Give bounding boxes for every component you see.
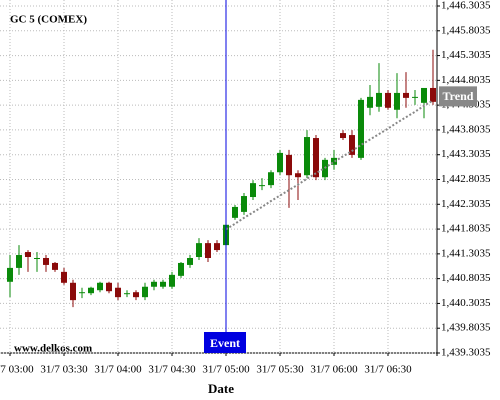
candle-body bbox=[52, 262, 58, 270]
y-tick-label: 1,442.8035 bbox=[441, 173, 491, 185]
y-tick-label: 1,446.3035 bbox=[441, 0, 491, 12]
candle-body bbox=[169, 274, 175, 287]
y-tick-label: 1,445.3035 bbox=[441, 49, 491, 61]
candle-body bbox=[61, 271, 67, 283]
candle-body bbox=[313, 138, 319, 178]
y-tick-label: 1,439.3035 bbox=[441, 347, 491, 359]
candle-body bbox=[115, 287, 121, 298]
candle-body bbox=[268, 172, 274, 186]
candle-body bbox=[277, 152, 283, 173]
y-tick-label: 1,439.8035 bbox=[441, 322, 491, 334]
candle-body bbox=[286, 154, 292, 176]
x-tick-label: 31/7 04:00 bbox=[94, 364, 142, 376]
candle-body bbox=[394, 92, 400, 110]
candle-body bbox=[295, 173, 301, 178]
candle-body bbox=[43, 257, 49, 265]
trend-line bbox=[225, 99, 434, 231]
y-tick-label: 1,440.3035 bbox=[441, 297, 491, 309]
y-tick-label: 1,440.8035 bbox=[441, 272, 491, 284]
x-tick-label: 31/7 05:00 bbox=[202, 364, 250, 376]
candle-body bbox=[133, 292, 139, 298]
y-tick-label: 1,444.8035 bbox=[441, 74, 491, 86]
candle-body bbox=[412, 96, 418, 98]
candle-body bbox=[70, 282, 76, 301]
candle-body bbox=[385, 92, 391, 108]
y-tick-label: 1,442.3035 bbox=[441, 198, 491, 210]
y-tick-label: 1,445.8035 bbox=[441, 24, 491, 36]
candle-body bbox=[25, 252, 31, 258]
candle-body bbox=[358, 99, 364, 158]
x-axis-title: Date bbox=[208, 381, 234, 396]
trend-label: Trend bbox=[443, 89, 474, 103]
candle-body bbox=[331, 157, 337, 165]
chart-title: GC 5 (COMEX) bbox=[10, 14, 87, 26]
candle-body bbox=[205, 243, 211, 258]
candle-body bbox=[34, 257, 40, 259]
x-tick-label: 31/7 06:30 bbox=[364, 364, 412, 376]
candle-body bbox=[340, 133, 346, 139]
candle-body bbox=[79, 292, 85, 294]
watermark: www.delkos.com bbox=[14, 343, 92, 355]
x-tick-label: 31/7 06:00 bbox=[310, 364, 358, 376]
candle-body bbox=[421, 87, 427, 103]
candle-body bbox=[376, 92, 382, 107]
candle-body bbox=[142, 286, 148, 298]
candle-body bbox=[160, 281, 166, 287]
x-tick-label: 31/7 04:30 bbox=[148, 364, 196, 376]
y-tick-label: 1,443.3035 bbox=[441, 148, 491, 160]
candle-body bbox=[151, 281, 157, 287]
y-tick-label: 1,441.3035 bbox=[441, 247, 491, 259]
trend-label-box bbox=[439, 86, 477, 107]
candle-body bbox=[88, 287, 94, 294]
candle-body bbox=[349, 135, 355, 155]
event-box bbox=[204, 332, 246, 353]
candle-body bbox=[124, 293, 130, 295]
candle-body bbox=[304, 137, 310, 176]
candle-body bbox=[430, 87, 436, 102]
candle-body bbox=[16, 255, 22, 268]
candle-body bbox=[178, 262, 184, 276]
candle-body bbox=[97, 282, 103, 291]
x-tick-label: 31/7 05:30 bbox=[256, 364, 304, 376]
candle-body bbox=[7, 267, 13, 282]
candle-body bbox=[232, 206, 238, 218]
y-tick-label: 1,441.8035 bbox=[441, 223, 491, 235]
candle-body bbox=[403, 92, 409, 98]
y-tick-label: 1,443.8035 bbox=[441, 123, 491, 135]
candle-body bbox=[241, 196, 247, 212]
event-label: Event bbox=[210, 336, 240, 350]
candle-body bbox=[250, 183, 256, 198]
x-tick-label: 31/7 03:00 bbox=[0, 364, 34, 376]
candle-body bbox=[196, 243, 202, 258]
x-tick-label: 31/7 03:30 bbox=[40, 364, 88, 376]
candle-body bbox=[367, 96, 373, 108]
candle-body bbox=[106, 282, 112, 292]
candle-body bbox=[187, 257, 193, 265]
candle-body bbox=[214, 243, 220, 251]
candle-body bbox=[259, 185, 265, 187]
